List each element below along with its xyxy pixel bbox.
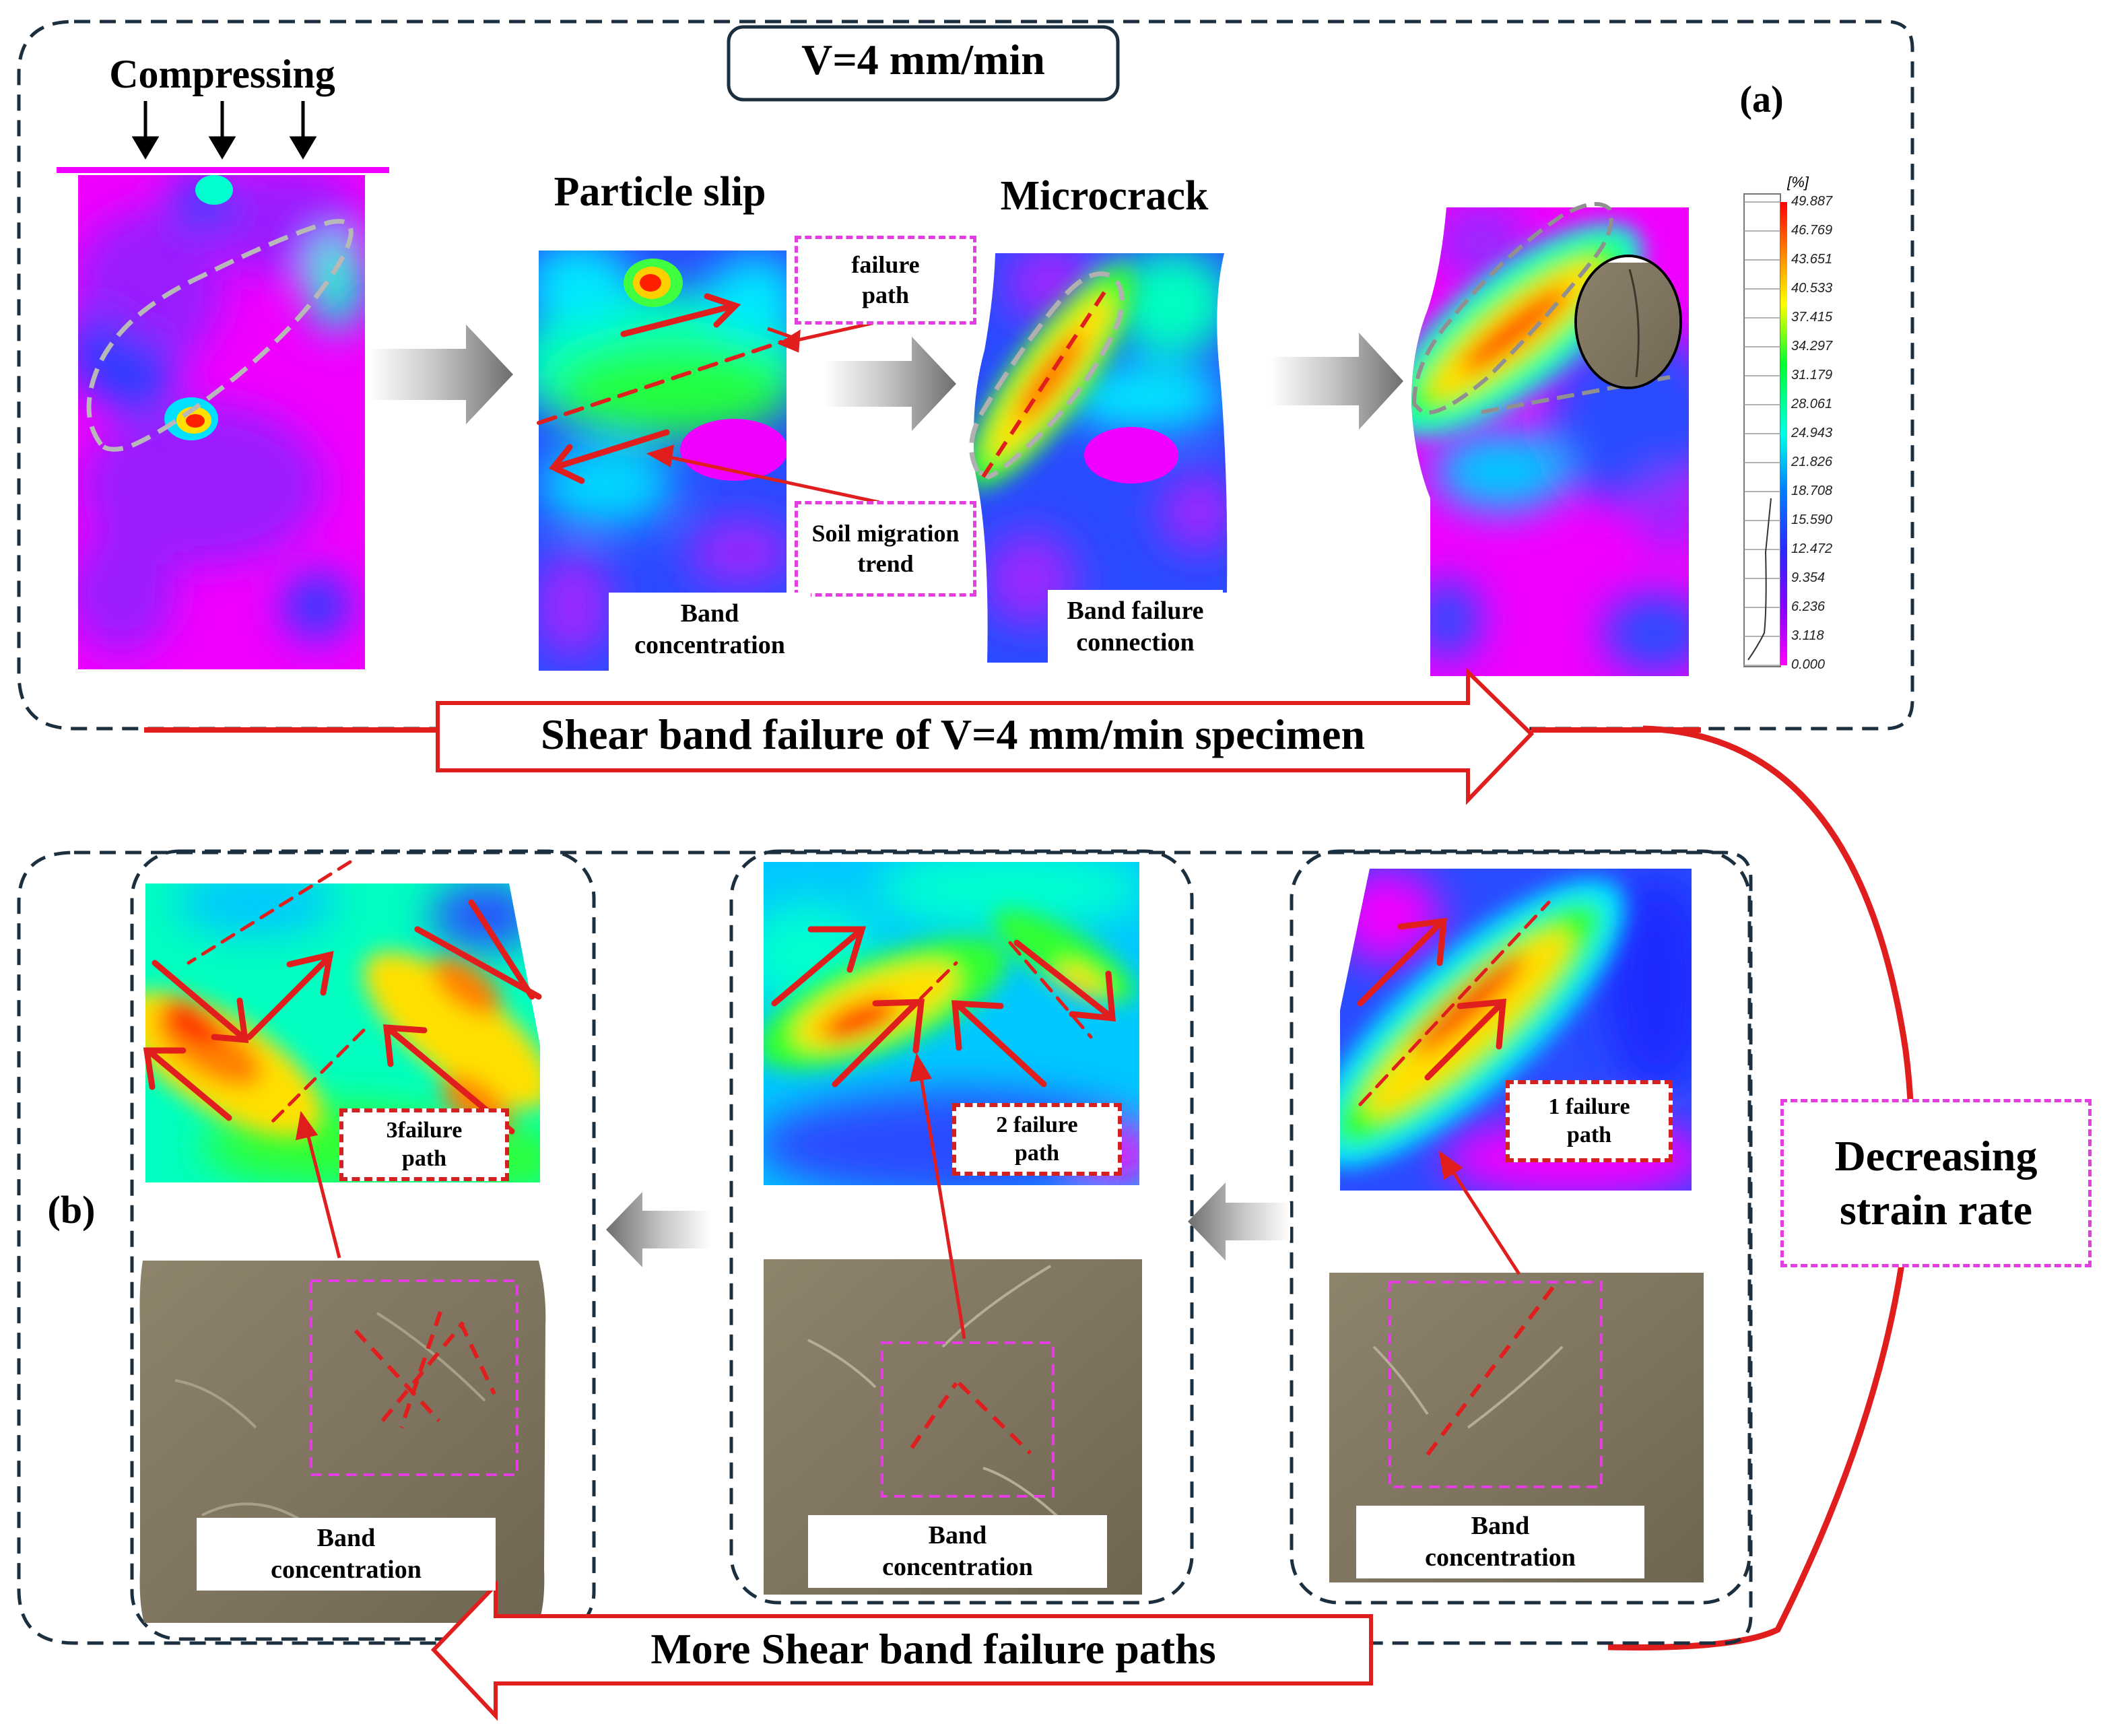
legend-value: 24.943 (1791, 426, 1833, 440)
crack-region-3 (310, 1279, 519, 1476)
legend-value: 34.297 (1791, 339, 1833, 354)
failure-box-1: 1 failure path (1506, 1080, 1673, 1162)
legend-value: 40.533 (1791, 281, 1833, 296)
failure-arrows-1 (1357, 900, 1551, 1106)
failure-box-3: 3failure path (339, 1108, 509, 1181)
panel-a-frame (17, 20, 1914, 731)
compressing-label: Compressing (109, 52, 335, 96)
strain-legend (1743, 193, 1787, 667)
legend-value: 31.179 (1791, 368, 1833, 382)
band-label-2: Band concentration (882, 1521, 1033, 1582)
band-failure-connection: Band failure connection (1048, 590, 1223, 664)
crack-lines-2 (910, 1381, 1032, 1455)
band-concentration-a-label: Band concentration (634, 599, 785, 660)
shear-zone-outline-1 (86, 219, 354, 452)
panel-a-tag: (a) (1739, 79, 1784, 121)
crack-region-2 (881, 1341, 1055, 1498)
legend-value: 0.000 (1791, 657, 1826, 672)
strain-map-final (1411, 207, 1689, 676)
legend-value: 9.354 (1791, 570, 1826, 585)
compression-arrows (131, 101, 317, 160)
failure-arrows-3 (143, 860, 542, 1135)
case-frame-2 (729, 849, 1194, 1605)
band-failure-connection-label: Band failure connection (1067, 596, 1204, 657)
legend-value: 37.415 (1791, 310, 1833, 325)
case-arrow-left-2 (1188, 1182, 1290, 1261)
band-box-3: Band concentration (197, 1518, 496, 1591)
panel-b-frame (17, 850, 1753, 1645)
soil-migration-box: Soil migration trend (795, 501, 976, 597)
stage-arrow-3 (1270, 333, 1403, 430)
legend-value: 43.651 (1791, 252, 1833, 267)
banner-a-label: Shear band failure of V=4 mm/min specime… (540, 710, 1366, 758)
panel-b-tag: (b) (47, 1188, 96, 1232)
legend-value: 46.769 (1791, 223, 1833, 238)
band-box-1: Band concentration (1356, 1506, 1644, 1578)
slip-arrows (537, 293, 783, 484)
strain-rate-label: Decreasing strain rate (1834, 1132, 2038, 1234)
failure-path-label: failure path (851, 251, 920, 308)
legend-value: 49.887 (1791, 194, 1833, 209)
legend-value: 12.472 (1791, 541, 1833, 556)
banner-arrow-a (436, 667, 1535, 805)
case-arrow-left-1 (606, 1192, 711, 1267)
shear-zone-outline-4 (1411, 202, 1613, 415)
loading-plate (57, 167, 389, 173)
case-frame-1 (1290, 849, 1751, 1605)
stage-arrow-2 (824, 337, 956, 431)
crack-line-1 (1426, 1281, 1559, 1456)
band-box-2: Band concentration (808, 1515, 1107, 1588)
particle-slip-title: Particle slip (554, 169, 766, 215)
band-concentration-a: Band concentration (609, 593, 811, 667)
banner-b-label: More Shear band failure paths (650, 1625, 1216, 1673)
stage-arrow-1 (369, 325, 513, 424)
velocity-box (727, 25, 1120, 102)
pointer-arrows (295, 320, 1521, 1339)
legend-value: 15.590 (1791, 512, 1833, 527)
microcrack-path (981, 291, 1106, 478)
failure-label-1: 1 failure path (1548, 1094, 1630, 1148)
velocity-label: V=4 mm/min (801, 36, 1045, 84)
crack-region-1 (1389, 1281, 1603, 1488)
crack-zoom-photo (1574, 255, 1682, 389)
strain-rate-box: Decreasing strain rate (1780, 1099, 2092, 1267)
band-label-3: Band concentration (271, 1523, 422, 1584)
banner-arrow-b (430, 1580, 1373, 1721)
failure-label-2: 2 failure path (996, 1112, 1078, 1166)
failure-box-2: 2 failure path (952, 1103, 1122, 1176)
legend-value: 28.061 (1791, 397, 1833, 411)
failure-path-box: failure path (795, 236, 976, 325)
failure-label-3: 3failure path (386, 1117, 463, 1172)
shear-zone-outline-3 (969, 271, 1125, 479)
strain-map-initial (78, 175, 365, 669)
soil-migration-label: Soil migration trend (811, 520, 960, 577)
microcrack-title: Microcrack (1000, 173, 1209, 219)
legend-value: 18.708 (1791, 483, 1833, 498)
legend-value: 6.236 (1791, 599, 1826, 614)
band-label-1: Band concentration (1425, 1511, 1576, 1572)
legend-value: 3.118 (1791, 628, 1824, 643)
case-frame-3 (130, 849, 596, 1641)
legend-unit: [%] (1787, 174, 1809, 191)
legend-value: 21.826 (1791, 455, 1833, 469)
failure-arrows-2 (771, 926, 1116, 1088)
crack-lines-3 (354, 1311, 496, 1428)
